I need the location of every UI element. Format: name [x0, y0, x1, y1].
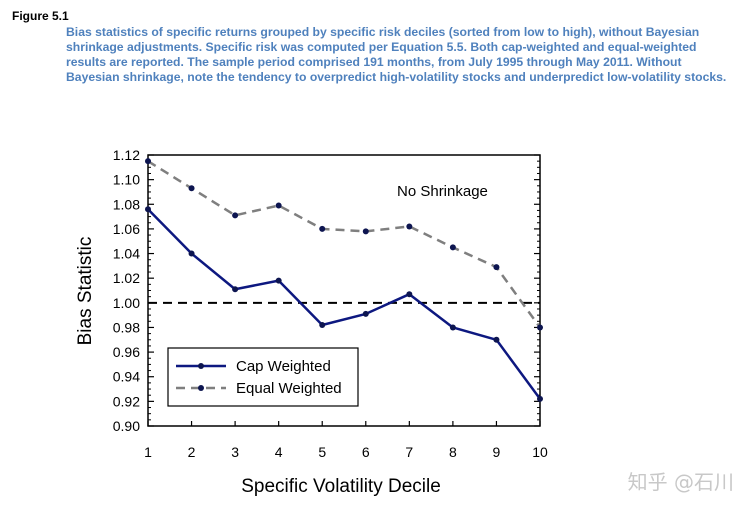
plot-frame: [147, 154, 541, 427]
x-tick-label: 9: [493, 444, 501, 460]
data-point-cap-weighted: [319, 321, 326, 328]
y-tick-label: 0.98: [113, 319, 140, 335]
y-tick-label: 1.08: [113, 196, 140, 212]
legend-equal-weighted-marker: [198, 385, 204, 391]
data-point-equal-weighted: [145, 158, 151, 165]
figure-caption: Bias statistics of specific returns grou…: [66, 25, 727, 84]
y-tick-label: 1.02: [113, 270, 140, 286]
data-point-cap-weighted: [362, 310, 369, 317]
data-point-cap-weighted: [188, 250, 195, 257]
y-tick-label: 0.96: [113, 344, 140, 360]
data-point-equal-weighted: [362, 228, 369, 235]
legend-cap-weighted-label: Cap Weighted: [236, 358, 331, 375]
x-tick-label: 4: [275, 444, 283, 460]
data-point-cap-weighted: [406, 291, 413, 298]
data-point-equal-weighted: [449, 244, 456, 251]
x-tick-label: 2: [188, 444, 196, 460]
x-tick-label: 6: [362, 444, 370, 460]
x-tick-label: 10: [532, 444, 548, 460]
data-point-cap-weighted: [145, 206, 151, 213]
y-axis-title: Bias Statistic: [75, 237, 96, 346]
data-point-cap-weighted: [449, 324, 456, 331]
watermark: 知乎 @石川: [627, 470, 734, 494]
data-point-cap-weighted: [275, 277, 282, 284]
y-tick-label: 1.00: [113, 295, 140, 311]
legend-cap-weighted-marker: [198, 363, 204, 369]
series-line-cap-weighted: [147, 208, 542, 400]
data-point-cap-weighted: [232, 286, 239, 293]
data-point-cap-weighted: [493, 336, 500, 343]
data-point-equal-weighted: [188, 185, 195, 192]
legend-box: [167, 347, 359, 407]
no-shrinkage-annotation: No Shrinkage: [397, 183, 488, 200]
y-tick-label: 1.12: [113, 147, 140, 163]
figure-label: Figure 5.1: [12, 9, 69, 23]
data-point-equal-weighted: [232, 212, 239, 219]
y-tick-label: 1.10: [113, 172, 140, 188]
y-tick-label: 0.94: [113, 369, 140, 385]
x-tick-label: 8: [449, 444, 457, 460]
x-tick-label: 5: [318, 444, 326, 460]
data-point-equal-weighted: [319, 225, 326, 232]
data-point-equal-weighted: [275, 202, 282, 209]
data-point-cap-weighted: [537, 395, 543, 402]
y-tick-label: 0.90: [113, 418, 140, 434]
x-tick-label: 3: [231, 444, 239, 460]
legend: Cap Weighted Equal Weighted: [167, 347, 359, 407]
data-point-equal-weighted: [406, 223, 413, 230]
data-point-equal-weighted: [537, 324, 543, 331]
x-axis-title: Specific Volatility Decile: [241, 476, 441, 497]
series-line-equal-weighted: [147, 160, 542, 329]
x-tick-label: 7: [405, 444, 413, 460]
y-tick-label: 1.04: [113, 246, 140, 262]
y-tick-label: 1.06: [113, 221, 140, 237]
legend-equal-weighted-label: Equal Weighted: [236, 380, 342, 397]
data-point-equal-weighted: [493, 264, 500, 271]
y-tick-label: 0.92: [113, 393, 140, 409]
x-tick-label: 1: [144, 444, 152, 460]
